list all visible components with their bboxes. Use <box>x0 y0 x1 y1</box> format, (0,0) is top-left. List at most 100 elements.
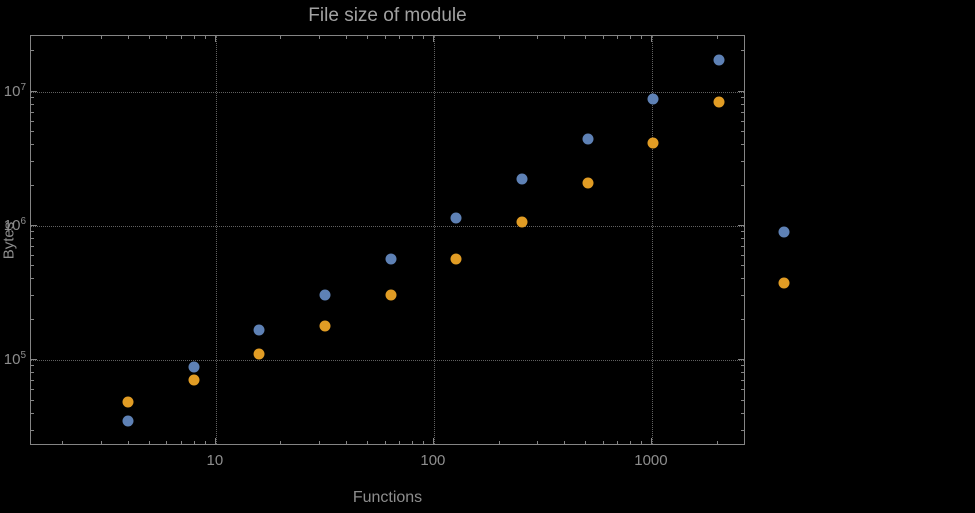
y-tick-mark <box>738 225 744 226</box>
x-tick-mark <box>193 36 195 39</box>
data-point <box>319 289 331 301</box>
x-tick-mark <box>640 441 642 444</box>
major-gridline-horizontal <box>31 360 744 362</box>
x-tick-mark <box>602 36 604 39</box>
y-tick-mark <box>741 144 744 146</box>
y-tick-mark <box>741 184 744 186</box>
x-tick-mark <box>62 441 64 444</box>
x-tick-mark <box>346 36 348 39</box>
x-tick-mark <box>181 36 183 39</box>
data-point <box>122 415 134 426</box>
data-point <box>319 320 331 332</box>
x-tick-mark <box>384 36 386 39</box>
x-tick-mark <box>422 441 424 444</box>
y-tick-mark <box>31 231 34 233</box>
x-tick-mark <box>181 441 183 444</box>
y-tick-mark <box>741 389 744 391</box>
x-tick-mark <box>280 36 282 39</box>
data-point <box>188 361 200 373</box>
y-tick-mark <box>31 90 37 92</box>
x-tick-label: 1000 <box>634 452 668 469</box>
y-tick-mark <box>31 318 34 320</box>
y-tick-mark <box>741 245 744 247</box>
x-tick-mark <box>214 36 216 42</box>
y-tick-mark <box>738 90 744 92</box>
y-tick-mark <box>741 160 744 162</box>
y-tick-mark <box>738 359 744 361</box>
x-tick-mark <box>564 441 566 444</box>
x-tick-mark <box>214 438 216 444</box>
y-tick-mark <box>741 380 744 382</box>
y-tick-mark <box>31 278 34 280</box>
x-tick-label: 10 <box>206 452 224 469</box>
x-tick-label: 100 <box>420 452 446 469</box>
x-tick-mark <box>318 36 320 39</box>
y-tick-mark <box>741 295 744 297</box>
x-tick-mark <box>149 441 151 444</box>
y-tick-mark <box>741 254 744 256</box>
major-gridline-horizontal <box>31 91 744 93</box>
y-tick-mark <box>741 231 744 233</box>
y-tick-mark <box>31 380 34 382</box>
y-tick-mark <box>741 50 744 52</box>
x-tick-mark <box>399 36 401 39</box>
y-tick-mark <box>31 365 34 367</box>
data-point <box>450 212 462 224</box>
x-tick-mark <box>536 441 538 444</box>
chart-title: File size of module <box>308 5 467 26</box>
data-point <box>582 177 594 189</box>
x-tick-mark <box>166 36 168 39</box>
y-tick-mark <box>31 429 34 431</box>
major-gridline-vertical <box>651 36 653 444</box>
x-tick-mark <box>432 438 434 444</box>
y-tick-mark <box>31 254 34 256</box>
data-point <box>713 54 725 66</box>
y-tick-mark <box>741 96 744 98</box>
y-tick-mark <box>741 265 744 267</box>
x-tick-mark <box>166 441 168 444</box>
x-tick-mark <box>585 36 587 39</box>
y-tick-mark <box>741 365 744 367</box>
x-tick-mark <box>617 36 619 39</box>
x-tick-mark <box>318 441 320 444</box>
y-tick-mark <box>31 131 34 133</box>
x-tick-mark <box>498 441 500 444</box>
x-tick-mark <box>411 36 413 39</box>
major-gridline-horizontal <box>31 226 744 227</box>
x-tick-mark <box>128 441 130 444</box>
x-tick-mark <box>650 438 652 444</box>
y-tick-mark <box>31 295 34 297</box>
y-tick-mark <box>31 103 34 105</box>
y-tick-mark <box>741 103 744 105</box>
major-gridline-vertical <box>215 36 217 444</box>
y-tick-mark <box>31 96 34 98</box>
y-tick-mark <box>31 265 34 267</box>
y-tick-mark <box>741 238 744 240</box>
x-tick-mark <box>280 441 282 444</box>
data-point <box>713 96 725 108</box>
data-point <box>253 324 265 336</box>
data-point <box>582 133 594 145</box>
x-tick-mark <box>193 441 195 444</box>
x-tick-mark <box>585 441 587 444</box>
x-tick-mark <box>346 441 348 444</box>
x-tick-mark <box>629 441 631 444</box>
x-tick-mark <box>602 441 604 444</box>
y-tick-mark <box>741 412 744 414</box>
data-point <box>122 396 134 408</box>
x-tick-mark <box>498 36 500 39</box>
data-point <box>647 93 659 105</box>
y-tick-mark <box>741 372 744 374</box>
y-tick-mark <box>31 144 34 146</box>
y-tick-mark <box>31 399 34 401</box>
y-tick-mark <box>741 429 744 431</box>
x-tick-mark <box>617 441 619 444</box>
y-tick-mark <box>31 160 34 162</box>
y-tick-mark <box>741 278 744 280</box>
data-point <box>385 253 397 265</box>
x-tick-mark <box>149 36 151 39</box>
x-tick-mark <box>100 441 102 444</box>
major-gridline-vertical <box>433 36 435 444</box>
x-tick-mark <box>62 36 64 39</box>
